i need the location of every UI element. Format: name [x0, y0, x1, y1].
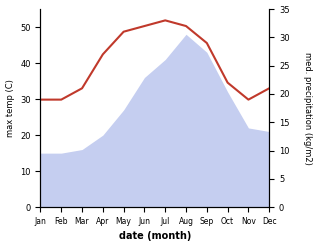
Y-axis label: max temp (C): max temp (C): [5, 79, 15, 137]
X-axis label: date (month): date (month): [119, 231, 191, 242]
Y-axis label: med. precipitation (kg/m2): med. precipitation (kg/m2): [303, 52, 313, 165]
